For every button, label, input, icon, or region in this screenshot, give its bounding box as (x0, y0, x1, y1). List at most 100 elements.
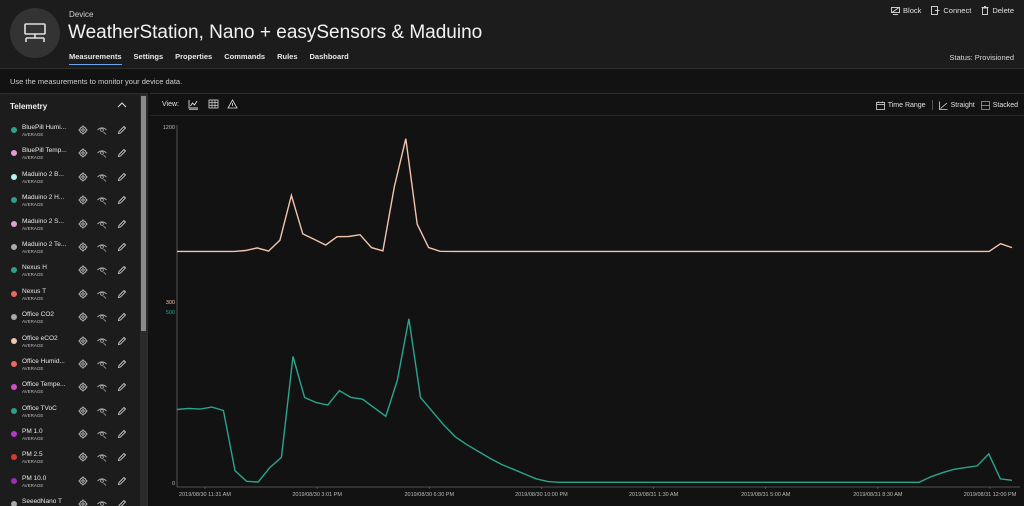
edit-icon[interactable] (117, 125, 127, 135)
eye-icon[interactable] (97, 429, 107, 439)
gear-icon[interactable] (78, 406, 88, 416)
telemetry-name: Office CO2 (22, 311, 55, 319)
series-line-0[interactable] (177, 138, 1013, 253)
edit-icon[interactable] (117, 452, 127, 462)
edit-icon[interactable] (117, 406, 127, 416)
block-button[interactable]: Block (891, 6, 921, 15)
straight-label: Straight (950, 101, 975, 109)
edit-icon[interactable] (117, 172, 127, 182)
gear-icon[interactable] (78, 219, 88, 229)
telemetry-name: PM 1.0 (22, 428, 43, 436)
gear-icon[interactable] (78, 312, 88, 322)
telemetry-item[interactable]: BluePill Temp... AVERAGE (0, 145, 138, 168)
edit-icon[interactable] (117, 382, 127, 392)
eye-icon[interactable] (97, 359, 107, 369)
series-color-dot (11, 220, 17, 227)
tab-measurements[interactable]: Measurements (69, 52, 122, 65)
x-tick-label: 2019/08/31 12:00 PM (964, 492, 1017, 498)
tab-dashboard[interactable]: Dashboard (309, 52, 349, 61)
telemetry-list: BluePill Humi... AVERAGE BluePill Temp... A… (0, 122, 138, 506)
edit-icon[interactable] (117, 476, 127, 486)
edit-icon[interactable] (117, 195, 127, 205)
eye-icon[interactable] (97, 476, 107, 486)
eye-icon[interactable] (97, 195, 107, 205)
edit-icon[interactable] (117, 359, 127, 369)
gear-icon[interactable] (78, 452, 88, 462)
telemetry-item[interactable]: BluePill Humi... AVERAGE (0, 122, 138, 145)
eye-icon[interactable] (97, 452, 107, 463)
telemetry-item[interactable]: PM 2.5 AVERAGE (0, 449, 138, 472)
gear-icon[interactable] (78, 172, 88, 182)
connect-button[interactable]: Connect (931, 6, 971, 15)
eye-icon[interactable] (97, 148, 107, 159)
telemetry-scrollbar[interactable] (140, 94, 147, 506)
gear-icon[interactable] (78, 429, 88, 439)
stacked-button[interactable]: Stacked (980, 100, 1018, 110)
telemetry-name: Office TVoC (22, 404, 57, 412)
edit-icon[interactable] (117, 265, 127, 275)
gear-icon[interactable] (78, 336, 88, 346)
eye-icon[interactable] (97, 382, 107, 393)
gear-icon[interactable] (78, 265, 88, 275)
eye-icon[interactable] (97, 289, 107, 299)
delete-button[interactable]: Delete (981, 6, 1014, 15)
edit-icon[interactable] (117, 312, 127, 322)
telemetry-item[interactable]: Office Tempe... AVERAGE (0, 379, 138, 402)
telemetry-item[interactable]: Office Humid... AVERAGE (0, 356, 138, 379)
telemetry-item[interactable]: PM 1.0 AVERAGE (0, 426, 138, 449)
gear-icon[interactable] (78, 476, 88, 486)
tab-properties[interactable]: Properties (175, 52, 213, 61)
eye-icon[interactable] (97, 312, 107, 322)
edit-icon[interactable] (117, 499, 127, 506)
chevron-up-icon[interactable] (116, 100, 128, 110)
line-chart-icon[interactable] (188, 99, 199, 110)
telemetry-item[interactable]: Office CO2 AVERAGE (0, 309, 138, 332)
gear-icon[interactable] (78, 289, 88, 299)
telemetry-chart[interactable]: 1200 300 500 0 2019/08/30 11:31 AM 2019/08/30… (150, 117, 1024, 506)
edit-icon[interactable] (117, 242, 127, 252)
time-range-button[interactable]: Time Range (875, 101, 926, 110)
eye-icon[interactable] (97, 336, 107, 346)
series-color-dot (11, 454, 17, 461)
gear-icon[interactable] (78, 242, 88, 252)
heatmap-icon[interactable] (227, 99, 238, 110)
x-tick-label: 2019/08/30 6:30 PM (405, 492, 455, 498)
scrollbar-thumb[interactable] (141, 96, 146, 331)
toolbar-divider (931, 100, 933, 110)
edit-icon[interactable] (117, 219, 127, 229)
gear-icon[interactable] (78, 148, 88, 158)
edit-icon[interactable] (117, 336, 127, 346)
tab-commands[interactable]: Commands (224, 52, 266, 61)
telemetry-item[interactable]: PM 10.0 AVERAGE (0, 473, 138, 496)
telemetry-item[interactable]: Nexus H AVERAGE (0, 262, 138, 285)
edit-icon[interactable] (117, 289, 127, 299)
eye-icon[interactable] (97, 172, 107, 182)
gear-icon[interactable] (78, 382, 88, 392)
status-text: Status: Provisioned (949, 53, 1014, 62)
eye-icon[interactable] (97, 499, 107, 506)
telemetry-item[interactable]: Office eCO2 AVERAGE (0, 333, 138, 356)
telemetry-item[interactable]: Nexus T AVERAGE (0, 286, 138, 309)
eye-icon[interactable] (97, 265, 107, 276)
tab-settings[interactable]: Settings (133, 52, 164, 61)
eye-icon[interactable] (97, 219, 107, 229)
edit-icon[interactable] (117, 429, 127, 439)
eye-icon[interactable] (97, 125, 107, 135)
straight-button[interactable]: Straight (938, 101, 975, 110)
series-line-1[interactable] (176, 318, 1013, 483)
eye-icon[interactable] (97, 406, 107, 416)
gear-icon[interactable] (78, 499, 88, 506)
tab-rules[interactable]: Rules (277, 52, 298, 61)
telemetry-item[interactable]: Maduino 2 H... AVERAGE (0, 192, 138, 215)
edit-icon[interactable] (117, 148, 127, 158)
gear-icon[interactable] (78, 125, 88, 135)
telemetry-item[interactable]: Maduino 2 Te... AVERAGE (0, 239, 138, 262)
telemetry-item[interactable]: Maduino 2 B... AVERAGE (0, 169, 138, 192)
telemetry-item[interactable]: Maduino 2 S... AVERAGE (0, 216, 138, 239)
eye-icon[interactable] (97, 242, 107, 252)
gear-icon[interactable] (78, 195, 88, 205)
telemetry-item[interactable]: Office TVoC AVERAGE (0, 403, 138, 426)
gear-icon[interactable] (78, 359, 88, 369)
grid-view-icon[interactable] (208, 99, 219, 110)
